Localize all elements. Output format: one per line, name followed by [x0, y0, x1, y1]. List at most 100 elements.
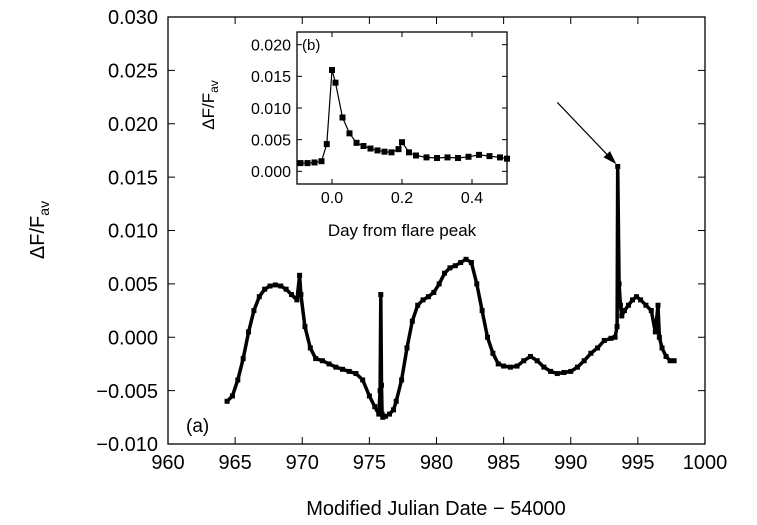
- inset-data-point: [297, 160, 304, 167]
- main-y-label-sub: av: [36, 201, 52, 216]
- main-data-point: [340, 366, 346, 372]
- main-y-tick-label: 0.010: [108, 221, 158, 243]
- main-data-point: [294, 297, 300, 303]
- main-data-point: [541, 364, 547, 370]
- main-chart-panel: 960 965 970 975 980 985 990 995 1000 −0.010 −0.005…: [27, 7, 727, 520]
- inset-data-point: [367, 145, 374, 152]
- main-y-tick-label: 0.005: [108, 274, 158, 296]
- inset-data-point: [486, 153, 493, 160]
- main-data-point: [630, 297, 636, 303]
- main-data-point: [625, 302, 631, 308]
- main-data-point: [595, 345, 601, 351]
- main-data-point: [346, 368, 352, 374]
- main-y-tick-label: −0.010: [96, 434, 158, 456]
- inset-y-tick-label: 0.000: [251, 164, 291, 181]
- main-data-point: [431, 289, 437, 295]
- inset-data-point: [444, 154, 451, 161]
- main-data-point: [621, 308, 627, 314]
- main-data-point: [608, 335, 614, 341]
- main-data-point: [447, 265, 453, 271]
- main-data-point: [643, 302, 649, 308]
- main-data-point: [378, 382, 384, 388]
- main-data-point: [485, 334, 491, 340]
- main-x-tick-label: 990: [554, 452, 587, 474]
- main-data-point: [391, 407, 397, 413]
- inset-data-point: [497, 154, 503, 161]
- main-data-point: [655, 302, 661, 308]
- inset-y-axis-label: ΔF/Fav: [199, 80, 221, 130]
- main-y-tick-label: −0.005: [96, 381, 158, 403]
- main-data-point: [548, 368, 554, 374]
- main-x-tick-label: 970: [286, 452, 319, 474]
- main-data-point: [379, 411, 385, 417]
- inset-data-point: [476, 151, 482, 158]
- main-data-point: [474, 281, 480, 287]
- main-data-point: [326, 361, 332, 367]
- inset-data-point: [311, 159, 318, 166]
- main-x-tick-label: 960: [151, 452, 184, 474]
- main-data-point: [409, 318, 415, 324]
- main-data-point: [659, 345, 665, 351]
- flare-annotation-arrowhead: [603, 151, 617, 165]
- inset-y-label-main: ΔF/F: [199, 93, 218, 130]
- main-data-point: [617, 302, 623, 308]
- main-data-point: [663, 353, 669, 359]
- inset-data-point: [399, 139, 405, 146]
- main-y-tick-label: 0.020: [108, 114, 158, 136]
- inset-panel-label: (b): [302, 37, 320, 54]
- inset-data-point: [360, 143, 367, 149]
- main-data-point: [648, 308, 654, 314]
- main-data-point: [256, 294, 262, 300]
- inset-data-point: [329, 67, 335, 73]
- main-data-point: [490, 350, 496, 356]
- main-data-point: [468, 260, 474, 266]
- main-x-tick-label: 980: [420, 452, 453, 474]
- inset-axes: 0.0 0.2 0.4 0.000 0.005 0.010 0.015 0.020: [251, 32, 507, 207]
- main-data-point: [588, 350, 594, 356]
- main-data-point: [652, 329, 658, 335]
- main-data-point: [378, 292, 384, 298]
- inset-y-tick-label: 0.020: [251, 37, 291, 54]
- main-data-point: [619, 313, 625, 319]
- main-data-point: [514, 363, 520, 369]
- main-data-point: [656, 334, 662, 340]
- inset-data-point: [304, 160, 311, 167]
- main-y-tick-label: 0.025: [108, 61, 158, 83]
- main-x-tick-label: 995: [621, 452, 654, 474]
- main-data-point: [399, 377, 405, 383]
- inset-data-point: [504, 155, 510, 162]
- main-data-point: [479, 308, 485, 314]
- main-data-point: [298, 292, 304, 298]
- main-data-point: [614, 324, 620, 330]
- main-data-point: [380, 414, 386, 420]
- main-data-point: [267, 283, 273, 289]
- main-data-point: [638, 297, 644, 303]
- main-data-point: [501, 363, 507, 369]
- inset-data-point: [318, 158, 325, 165]
- main-data-point: [319, 358, 325, 364]
- main-data-point: [297, 272, 303, 278]
- main-data-point: [289, 292, 295, 298]
- inset-y-label-sub: av: [207, 80, 221, 93]
- main-data-point: [616, 281, 622, 287]
- main-x-tick-label: 975: [353, 452, 386, 474]
- main-data-point: [224, 398, 230, 404]
- main-x-tick-label: 965: [218, 452, 251, 474]
- main-axes: 960 965 970 975 980 985 990 995 1000 −0.010 −0.005…: [96, 7, 727, 474]
- main-data-point: [372, 404, 378, 410]
- main-data-point: [283, 286, 289, 292]
- inset-plot-frame: [296, 31, 508, 185]
- main-data-point: [554, 371, 560, 377]
- main-data-point: [442, 270, 448, 276]
- main-data-point: [615, 163, 621, 169]
- main-data-point: [302, 324, 308, 330]
- inset-series-line: [300, 69, 508, 164]
- inset-y-tick-label: 0.010: [251, 101, 291, 118]
- main-data-point: [634, 294, 640, 300]
- main-data-point: [527, 353, 533, 359]
- inset-data-point: [413, 152, 419, 159]
- main-data-point: [561, 369, 567, 375]
- inset-data-point: [346, 130, 353, 137]
- inset-data-point: [332, 79, 339, 86]
